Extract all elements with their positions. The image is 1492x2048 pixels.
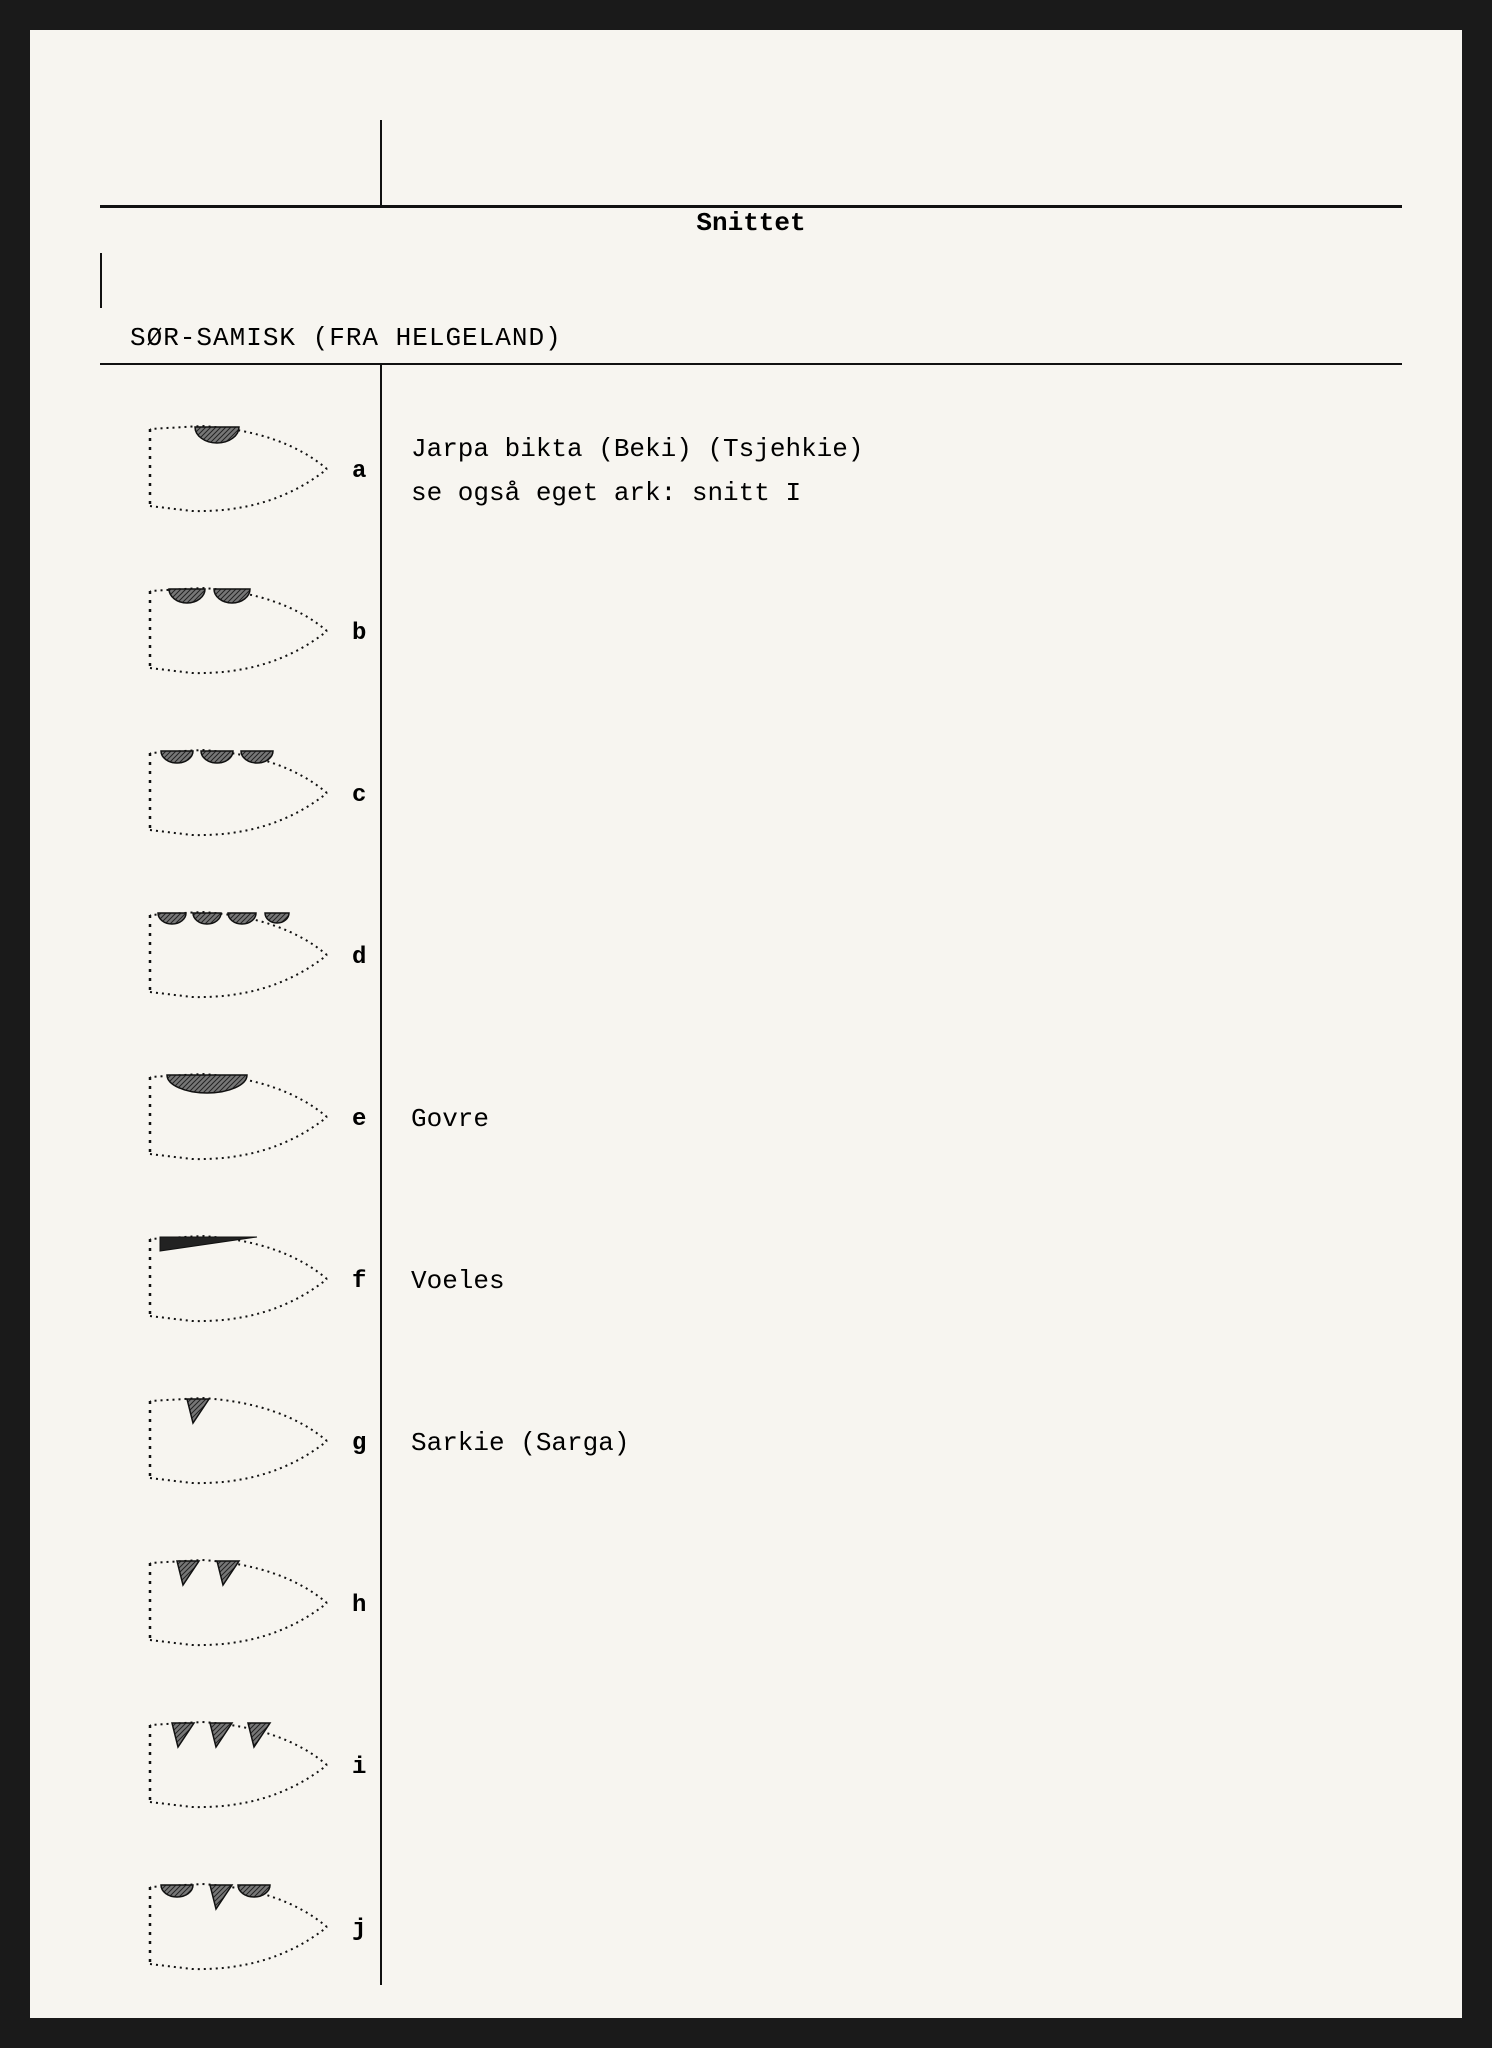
description-row <box>411 876 1402 1038</box>
row-label: e <box>352 1106 372 1133</box>
desc-line1: Jarpa bikta (Beki) (Tsjehkie) <box>411 427 863 471</box>
row-label: a <box>352 458 372 485</box>
vertical-divider-header <box>100 253 102 308</box>
description-column: Jarpa bikta (Beki) (Tsjehkie)se også ege… <box>381 365 1402 2010</box>
row-label: h <box>352 1592 372 1619</box>
diagram-row: f <box>100 1200 372 1362</box>
diagram-row: g <box>100 1362 372 1524</box>
diagram-row: h <box>100 1524 372 1686</box>
description-row <box>411 1524 1402 1686</box>
row-label: d <box>352 944 372 971</box>
ear-diagram-icon <box>132 573 342 693</box>
desc-line1: Sarkie (Sarga) <box>411 1421 629 1465</box>
description-text: Sarkie (Sarga) <box>411 1421 629 1465</box>
ear-diagram-icon <box>132 897 342 1017</box>
row-label: g <box>352 1430 372 1457</box>
header-left: Snittet <box>100 208 1402 253</box>
description-row <box>411 1848 1402 2010</box>
ear-diagram-icon <box>132 1383 342 1503</box>
ear-diagram-icon <box>132 411 342 531</box>
row-label: j <box>352 1916 372 1943</box>
description-row: Voeles <box>411 1200 1402 1362</box>
description-text: Jarpa bikta (Beki) (Tsjehkie)se også ege… <box>411 427 863 515</box>
ear-diagram-icon <box>132 1545 342 1665</box>
header-right: SØR-SAMISK (FRA HELGELAND) <box>100 308 1402 363</box>
row-label: c <box>352 782 372 809</box>
diagram-row: j <box>100 1848 372 2010</box>
diagram-row: c <box>100 714 372 876</box>
description-row <box>411 552 1402 714</box>
ear-diagram-icon <box>132 1869 342 1989</box>
ear-diagram-icon <box>132 735 342 855</box>
document-page: Snittet SØR-SAMISK (FRA HELGELAND) a b <box>30 30 1462 2018</box>
ear-diagram-icon <box>132 1707 342 1827</box>
row-label: f <box>352 1268 372 1295</box>
diagram-row: i <box>100 1686 372 1848</box>
description-row: Govre <box>411 1038 1402 1200</box>
diagram-row: d <box>100 876 372 1038</box>
desc-line1: Govre <box>411 1097 489 1141</box>
diagram-row: a <box>100 390 372 552</box>
desc-line2: se også eget ark: snitt I <box>411 471 863 515</box>
diagram-row: b <box>100 552 372 714</box>
description-text: Voeles <box>411 1259 505 1303</box>
desc-line1: Voeles <box>411 1259 505 1303</box>
description-row <box>411 1686 1402 1848</box>
description-row: Sarkie (Sarga) <box>411 1362 1402 1524</box>
description-text: Govre <box>411 1097 489 1141</box>
description-row <box>411 714 1402 876</box>
diagram-column: a b c d e <box>100 365 380 2010</box>
ear-diagram-icon <box>132 1059 342 1179</box>
row-label: b <box>352 620 372 647</box>
ear-diagram-icon <box>132 1221 342 1341</box>
diagram-row: e <box>100 1038 372 1200</box>
description-row: Jarpa bikta (Beki) (Tsjehkie)se også ege… <box>411 390 1402 552</box>
row-label: i <box>352 1754 372 1781</box>
